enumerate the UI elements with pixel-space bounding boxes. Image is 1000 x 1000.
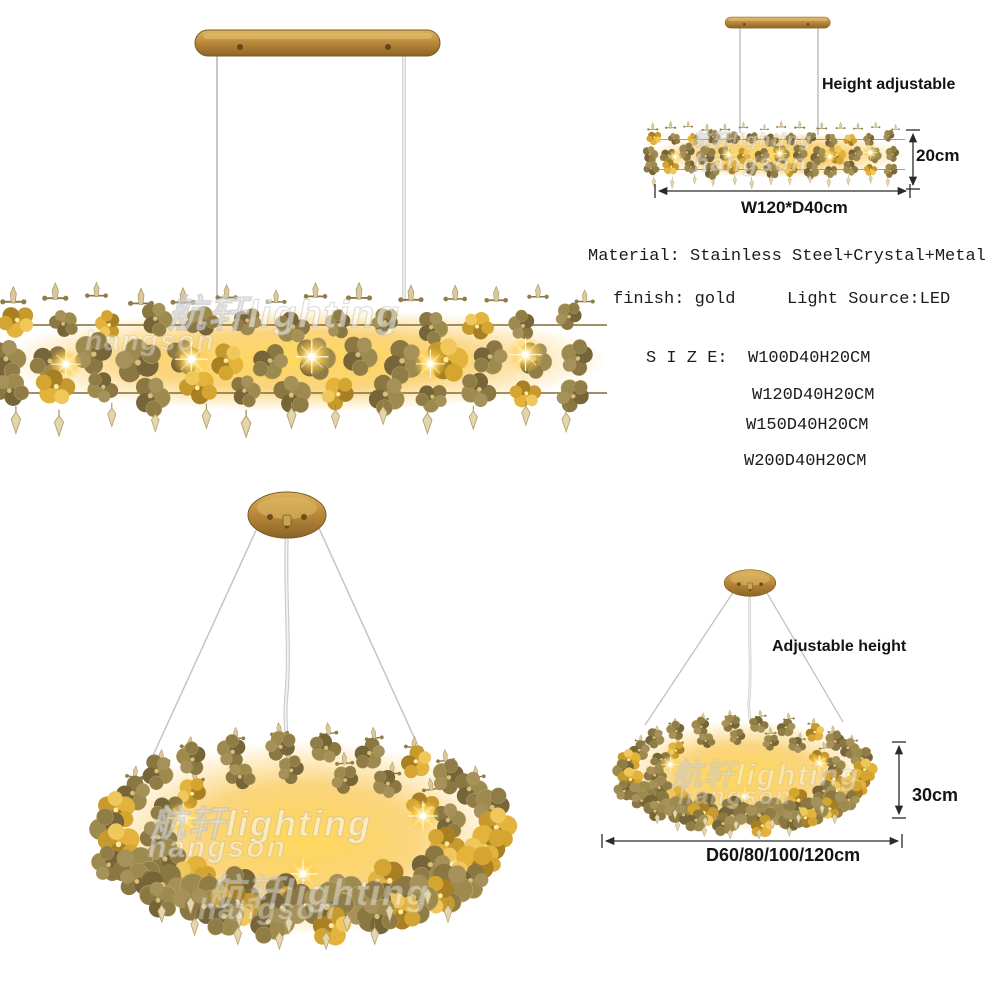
petal-wreath xyxy=(82,721,524,950)
material-line: Material: Stainless Steel+Crystal+Metal xyxy=(588,247,986,266)
suspension-wire xyxy=(317,525,424,758)
diameter-dimension-line xyxy=(601,834,903,848)
ceiling-canopy-bar xyxy=(194,29,441,57)
round-fixture-height: 30cm xyxy=(912,785,959,805)
size-option: W200D40H20CM xyxy=(744,452,867,471)
suspension-wire xyxy=(763,587,844,723)
size-option: W120D40H20CM xyxy=(752,386,875,405)
suspension-wire xyxy=(149,525,259,763)
linear-dimensions-label: W120*D40cm xyxy=(741,198,848,217)
round-height-note: Adjustable height xyxy=(772,638,907,655)
petal-wreath xyxy=(608,709,882,839)
ceiling-canopy-round xyxy=(247,491,327,539)
ceiling-canopy-round xyxy=(723,569,777,597)
height-dimension-arrow xyxy=(906,129,920,190)
round-chandelier-diagram xyxy=(601,569,906,848)
suspension-wire xyxy=(644,587,737,726)
size-label: S I Z E: xyxy=(646,349,728,368)
petal-band xyxy=(0,282,609,437)
finish-label: finish: gold xyxy=(613,290,736,309)
ceiling-canopy-bar xyxy=(724,16,831,29)
linear-fixture-height: 20cm xyxy=(916,146,960,165)
petal-band xyxy=(639,121,906,189)
size-option: W150D40H20CM xyxy=(746,416,869,435)
round-dimensions-label: D60/80/100/120cm xyxy=(706,845,861,865)
size-option: W100D40H20CM xyxy=(748,349,871,368)
height-dimension-arrow xyxy=(892,741,906,819)
linear-chandelier-photo xyxy=(0,29,615,470)
width-dimension-line xyxy=(654,184,911,198)
linear-chandelier-diagram xyxy=(620,16,920,198)
light-source-label: Light Source:LED xyxy=(787,290,951,309)
linear-height-note: Height adjustable xyxy=(822,76,956,93)
round-chandelier-photo xyxy=(40,491,560,980)
